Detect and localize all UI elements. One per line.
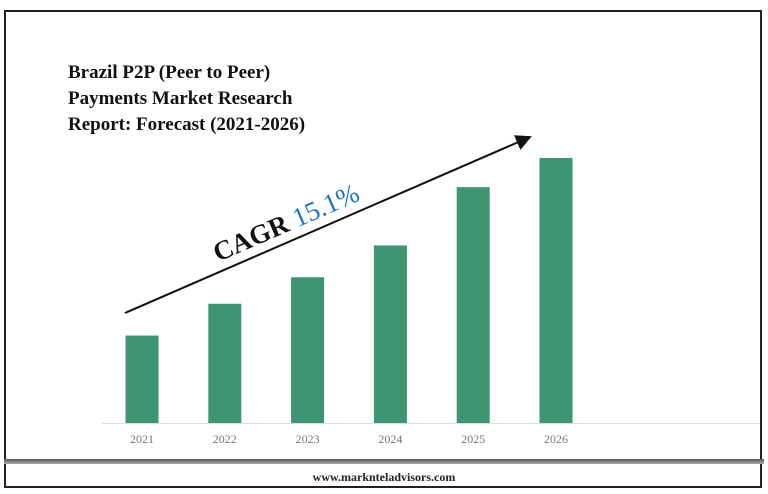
frame-divider xyxy=(4,459,764,464)
bar-2024 xyxy=(373,245,407,423)
x-tick-label: 2026 xyxy=(544,432,568,446)
website-footer: www.marknteladvisors.com xyxy=(312,470,456,484)
title-line-2: Payments Market Research xyxy=(68,88,293,109)
cagr-annotation: CAGR15.1% xyxy=(208,178,363,268)
x-tick-label: 2023 xyxy=(296,432,320,446)
title-line-1: Brazil P2P (Peer to Peer) xyxy=(68,62,271,83)
x-tick-label: 2024 xyxy=(378,432,402,446)
trend-arrow xyxy=(124,135,532,314)
x-tick-label: 2021 xyxy=(130,432,154,446)
bar-2023 xyxy=(291,277,325,423)
x-tick-label: 2022 xyxy=(213,432,237,446)
bar-2022 xyxy=(208,303,242,423)
x-tick-label: 2025 xyxy=(461,432,485,446)
bar-2021 xyxy=(125,335,159,423)
bar-2025 xyxy=(456,187,490,423)
bar-2026 xyxy=(539,158,573,423)
chart-frame xyxy=(4,10,762,488)
title-line-3: Report: Forecast (2021-2026) xyxy=(68,114,306,135)
chart-title: Brazil P2P (Peer to Peer) Payments Marke… xyxy=(68,60,305,138)
